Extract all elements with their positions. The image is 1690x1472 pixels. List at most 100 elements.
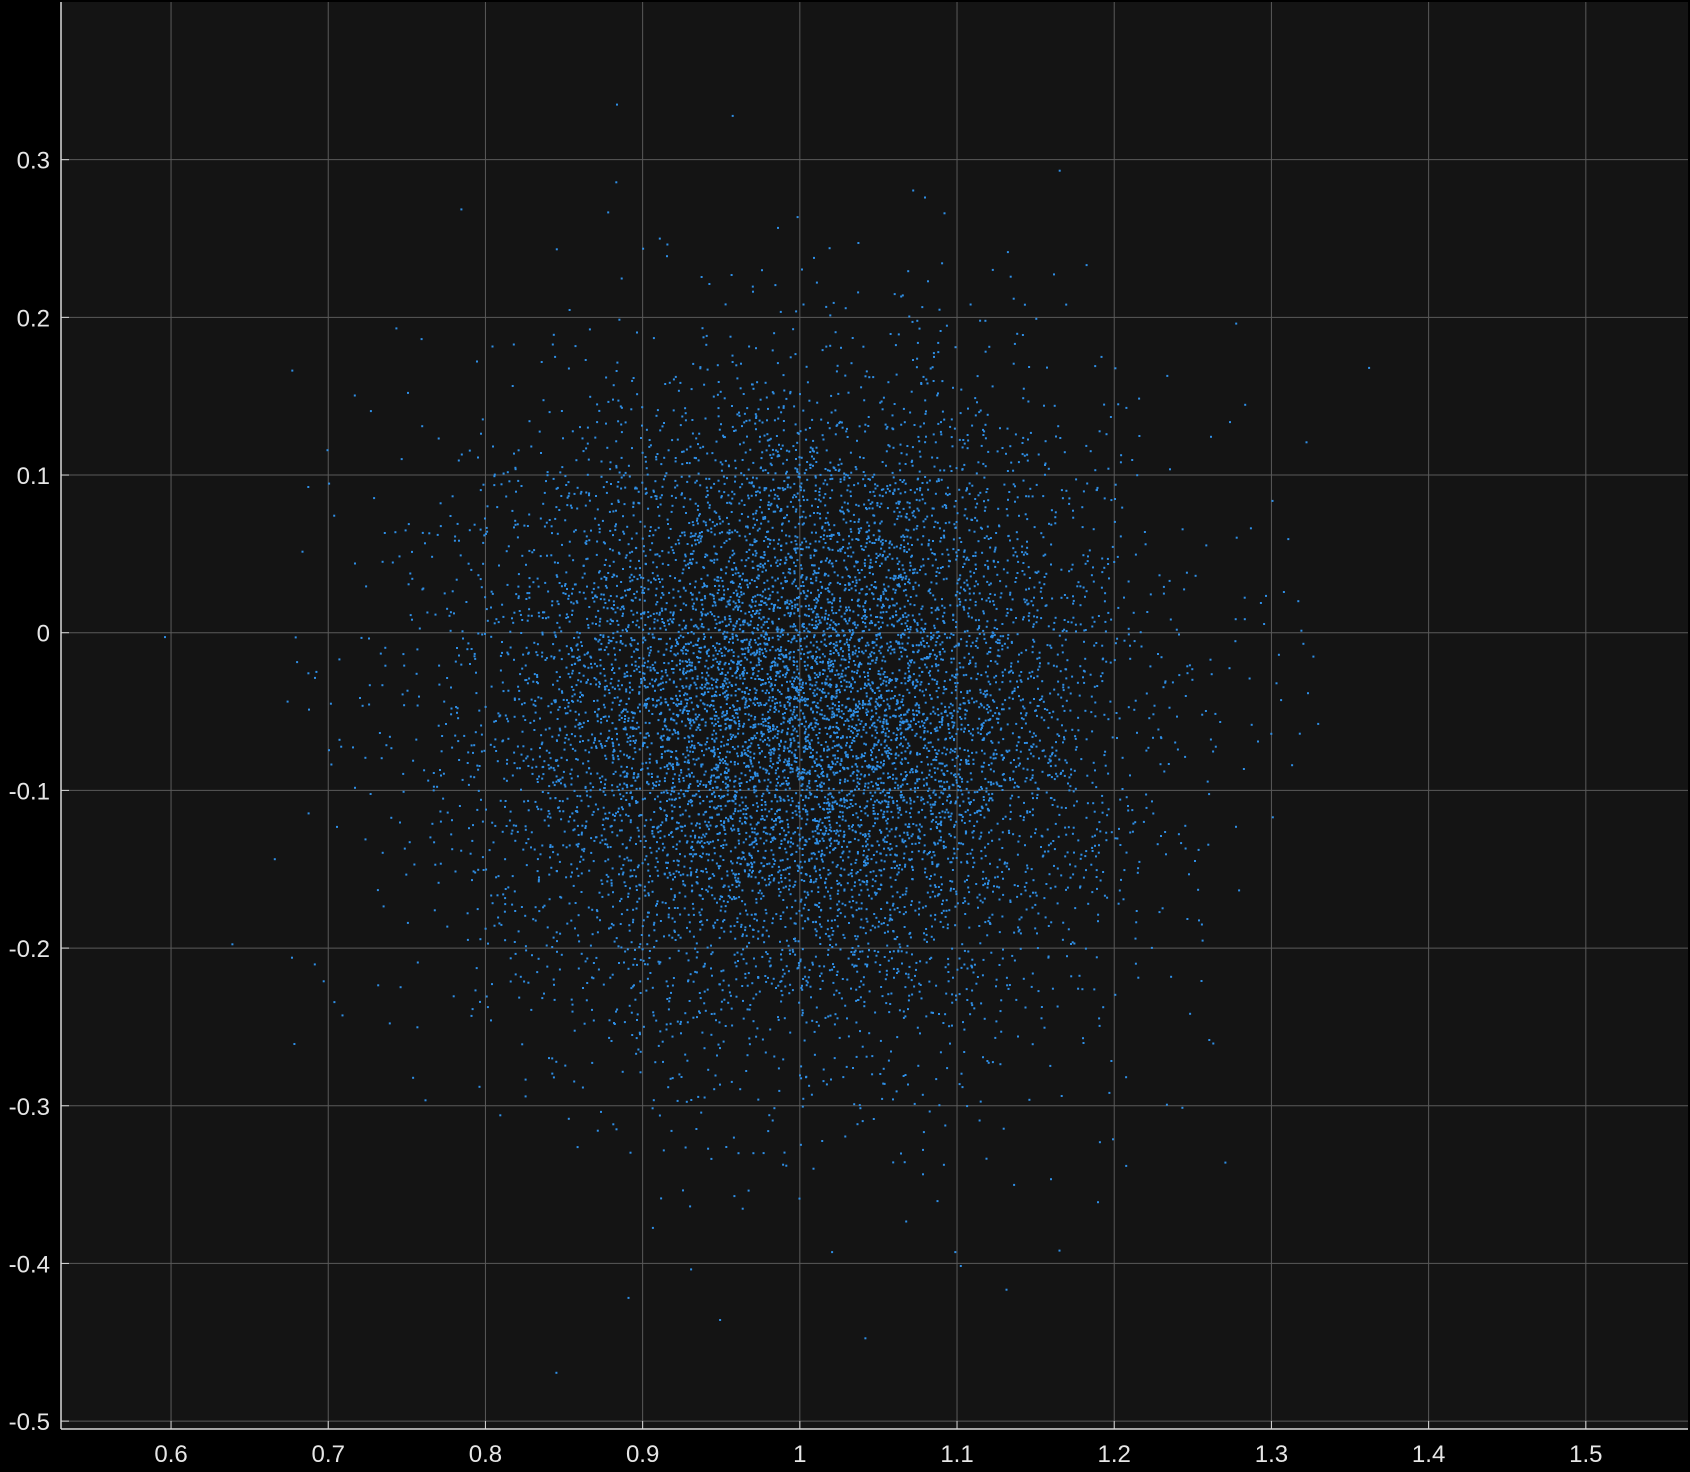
data-point [816,734,818,736]
data-point [877,840,879,842]
data-point [627,737,629,739]
data-point [1045,440,1047,442]
data-point [990,952,992,954]
data-point [918,584,920,586]
data-point [541,652,543,654]
data-point [554,561,556,563]
data-point [645,855,647,857]
data-point [702,853,704,855]
data-point [827,954,829,956]
data-point [621,431,623,433]
data-point [772,527,774,529]
data-point [1038,454,1040,456]
data-point [759,890,761,892]
data-point [518,449,520,451]
data-point [1129,774,1131,776]
data-point [433,841,435,843]
data-point [791,605,793,607]
data-point [761,809,763,811]
data-point [668,834,670,836]
data-point [848,543,850,545]
data-point [403,704,405,706]
data-point [1023,978,1025,980]
data-point [985,696,987,698]
data-point [617,486,619,488]
data-point [959,601,961,603]
data-point [777,782,779,784]
data-point [504,806,506,808]
data-point [480,433,482,435]
data-point [596,403,598,405]
data-point [716,807,718,809]
data-point [858,879,860,881]
data-point [827,628,829,630]
data-point [1129,832,1131,834]
data-point [744,565,746,567]
data-point [1368,367,1370,369]
data-point [858,651,860,653]
data-point [959,763,961,765]
data-point [654,1061,656,1063]
data-point [981,788,983,790]
data-point [767,521,769,523]
data-point [977,673,979,675]
data-point [820,926,822,928]
data-point [710,611,712,613]
data-point [702,871,704,873]
data-point [676,844,678,846]
data-point [989,593,991,595]
data-point [721,470,723,472]
data-point [610,461,612,463]
data-point [824,616,826,618]
data-point [852,1067,854,1069]
data-point [811,505,813,507]
data-point [666,800,668,802]
data-point [925,905,927,907]
data-point [868,629,870,631]
data-point [861,902,863,904]
data-point [811,890,813,892]
data-point [1097,487,1099,489]
data-point [897,784,899,786]
data-point [514,762,516,764]
data-point [611,678,613,680]
data-point [1164,831,1166,833]
data-point [1065,730,1067,732]
data-point [1026,712,1028,714]
data-point [930,806,932,808]
data-point [896,778,898,780]
data-point [498,715,500,717]
data-point [1036,932,1038,934]
data-point [841,805,843,807]
data-point [792,812,794,814]
data-point [848,710,850,712]
data-point [621,820,623,822]
data-point [861,766,863,768]
data-point [769,765,771,767]
data-point [691,419,693,421]
data-point [679,853,681,855]
data-point [949,426,951,428]
data-point [631,579,633,581]
data-point [800,653,802,655]
data-point [919,451,921,453]
data-point [609,692,611,694]
data-point [738,885,740,887]
data-point [622,864,624,866]
data-point [648,957,650,959]
data-point [988,832,990,834]
data-point [1114,367,1116,369]
data-point [1033,615,1035,617]
data-point [864,622,866,624]
data-point [558,688,560,690]
data-point [916,644,918,646]
data-point [896,936,898,938]
data-point [710,1034,712,1036]
data-point [895,344,897,346]
data-point [978,619,980,621]
data-point [1030,675,1032,677]
data-point [984,564,986,566]
data-point [682,880,684,882]
data-point [831,969,833,971]
data-point [768,935,770,937]
